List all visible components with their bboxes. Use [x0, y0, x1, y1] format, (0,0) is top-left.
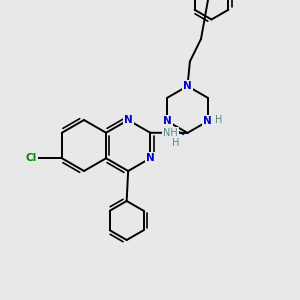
Text: N: N — [203, 116, 212, 126]
Text: N: N — [183, 81, 192, 91]
Text: N: N — [146, 153, 154, 163]
Text: H: H — [172, 138, 179, 148]
Text: NH: NH — [164, 128, 178, 138]
Text: Cl: Cl — [26, 153, 37, 163]
Text: N: N — [124, 115, 133, 125]
Text: H: H — [215, 115, 223, 125]
Text: N: N — [163, 116, 172, 126]
